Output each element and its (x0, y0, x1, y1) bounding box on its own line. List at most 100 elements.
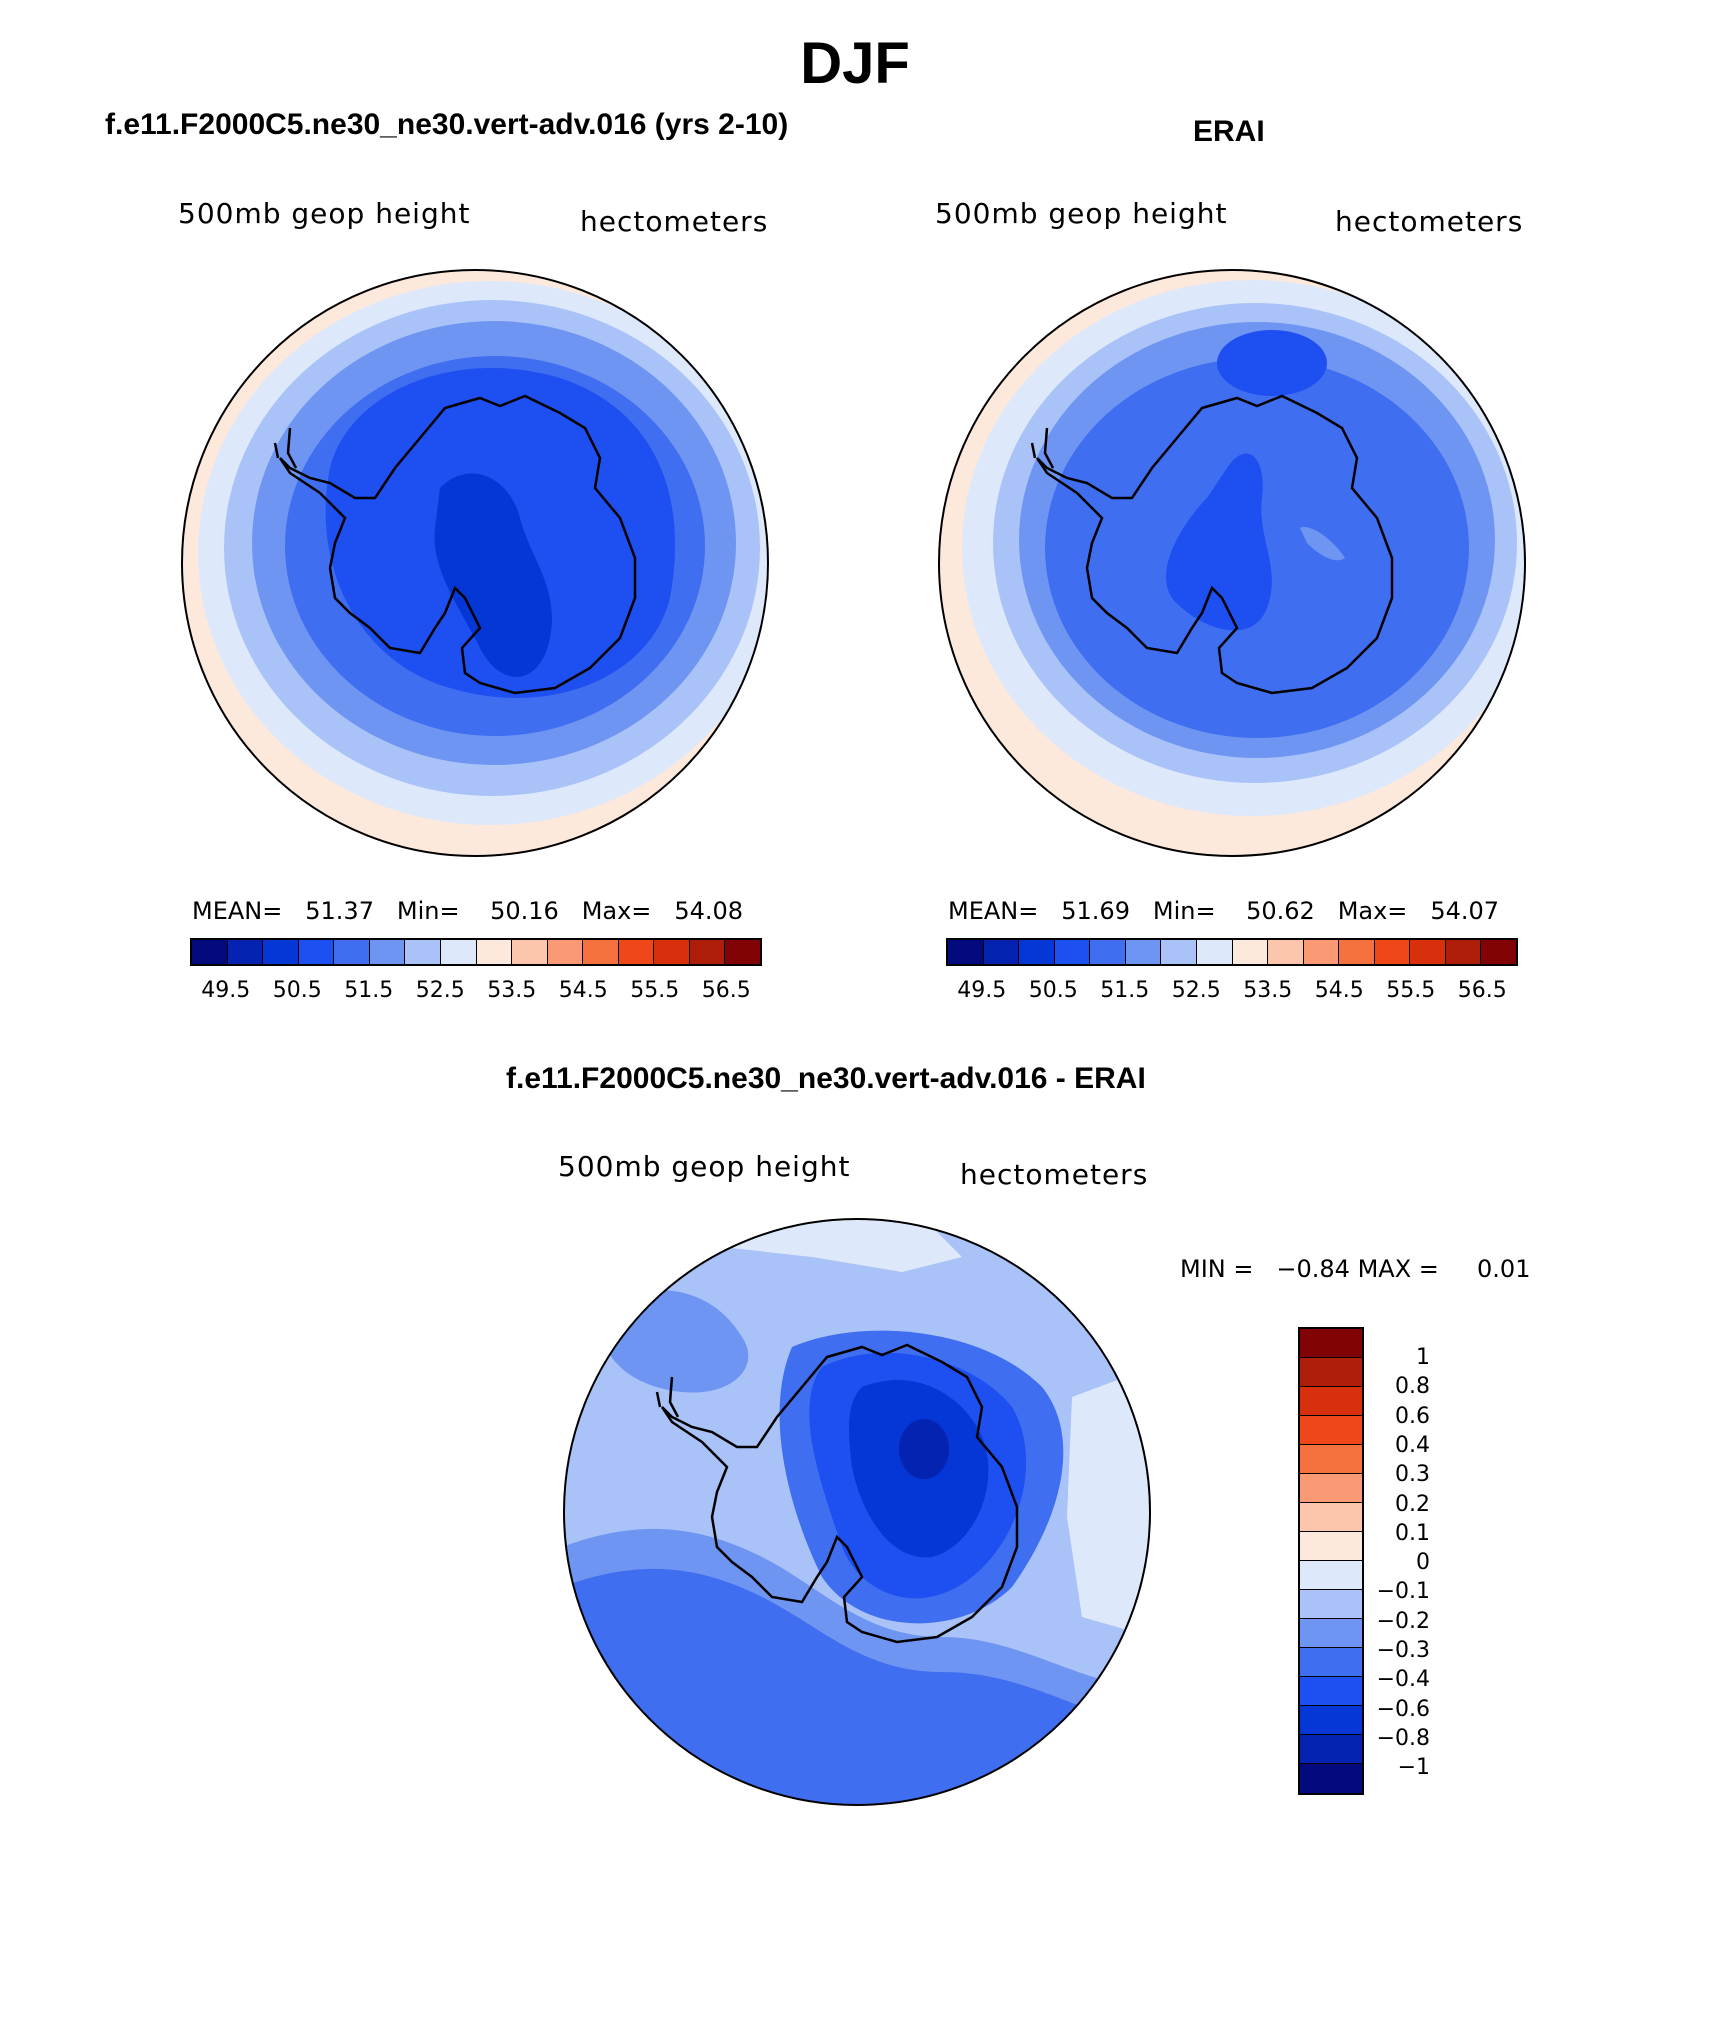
colorbar-swatch (298, 940, 335, 964)
colorbar-tick-label: 50.5 (1028, 978, 1078, 1003)
colorbar-swatch (948, 940, 984, 964)
colorbar-swatch (263, 940, 299, 964)
colorbar-tick-label: 54.5 (1314, 978, 1364, 1003)
colorbar-swatch (654, 940, 690, 964)
left-max-label: Max= (581, 897, 652, 925)
right-panel-title: ERAI (1193, 115, 1265, 148)
contour-51-center (1166, 453, 1272, 631)
peninsula-outline (273, 427, 298, 469)
main-title: DJF (800, 31, 910, 96)
colorbar-swatch (1300, 1590, 1362, 1619)
colorbar-tick-label: −0.2 (1376, 1608, 1430, 1634)
colorbar-tick-label: −0.3 (1376, 1638, 1430, 1663)
contour-51-north (1217, 330, 1327, 396)
colorbar-swatch (1300, 1677, 1362, 1706)
colorbar-swatch (1300, 1561, 1362, 1590)
left-stats: MEAN= 51.37 Min= 50.16 Max= 54.08 (192, 897, 743, 925)
colorbar-swatch (1300, 1445, 1362, 1474)
colorbar-tick-label: 50.5 (272, 978, 322, 1003)
colorbar-swatch (1300, 1474, 1362, 1503)
right-stats: MEAN= 51.69 Min= 50.62 Max= 54.07 (948, 897, 1499, 925)
colorbar-tick-label: 0.3 (1395, 1462, 1430, 1488)
colorbar-swatch (1339, 940, 1375, 964)
diff-panel-title: f.e11.F2000C5.ne30_ne30.vert-adv.016 - E… (506, 1062, 1146, 1095)
colorbar-swatch (1300, 1503, 1362, 1532)
colorbar-swatch (1161, 940, 1197, 964)
right-mean-label: MEAN= (948, 897, 1039, 925)
colorbar-swatch (334, 940, 370, 964)
colorbar-swatch (192, 940, 228, 964)
colorbar-swatch (1019, 940, 1055, 964)
antarctica-coastline (660, 1343, 1019, 1644)
colorbar-swatch (1300, 1619, 1362, 1648)
colorbar-swatch (1232, 940, 1269, 964)
colorbar-tick-label: 51.5 (1100, 978, 1150, 1003)
right-min-value: 50.62 (1246, 897, 1315, 925)
left-colorbar-ticks: 49.5 50.5 51.5 52.5 53.5 54.5 55.5 56.5 (190, 978, 762, 1003)
colorbar-tick-label: 0.6 (1395, 1403, 1430, 1429)
colorbar-swatch (689, 940, 726, 964)
colorbar-swatch (583, 940, 619, 964)
right-mean-value: 51.69 (1061, 897, 1130, 925)
diff-colorbar-ticks: 1 0.8 0.6 0.4 0.3 0.2 0.1 0 −0.1 −0.2 −0.3 −0.4 −0.6… (1370, 1345, 1430, 1785)
colorbar-swatch (547, 940, 584, 964)
colorbar-tick-label: 53.5 (1243, 978, 1293, 1003)
right-max-label: Max= (1337, 897, 1408, 925)
right-polar-map (938, 269, 1526, 857)
colorbar-tick-label: −0.8 (1376, 1725, 1430, 1751)
diff-min-label: MIN = (1180, 1255, 1254, 1283)
colorbar-tick-label: 0.8 (1395, 1374, 1430, 1400)
colorbar-swatch (1303, 940, 1340, 964)
right-field-label: 500mb geop height (935, 197, 1228, 230)
left-panel-title: f.e11.F2000C5.ne30_ne30.vert-adv.016 (yr… (105, 108, 789, 141)
colorbar-tick-label: 55.5 (630, 978, 680, 1003)
left-mean-label: MEAN= (192, 897, 283, 925)
left-field-label: 500mb geop height (178, 197, 471, 230)
diff-colorbar (1298, 1327, 1364, 1795)
colorbar-swatch (1054, 940, 1091, 964)
diff-units-label: hectometers (960, 1158, 1149, 1191)
colorbar-swatch (1300, 1764, 1362, 1793)
colorbar-tick-label: 52.5 (1171, 978, 1221, 1003)
colorbar-tick-label: 49.5 (201, 978, 251, 1003)
map-border (938, 269, 1526, 857)
diff-polar-map (563, 1218, 1151, 1806)
colorbar-tick-label: 0.2 (1395, 1491, 1430, 1517)
colorbar-swatch (1196, 940, 1233, 964)
colorbar-tick-label: 49.5 (957, 978, 1007, 1003)
left-min-label: Min= (396, 897, 460, 925)
left-min-value: 50.16 (490, 897, 559, 925)
left-colorbar (190, 938, 762, 966)
contour-minus-0.8 (899, 1419, 949, 1479)
colorbar-swatch (1410, 940, 1446, 964)
left-max-value: 54.08 (674, 897, 744, 925)
right-min-label: Min= (1152, 897, 1216, 925)
colorbar-swatch (1090, 940, 1126, 964)
colorbar-swatch (476, 940, 513, 964)
colorbar-swatch (1125, 940, 1162, 964)
peninsula-outline (655, 1376, 680, 1418)
colorbar-swatch (1300, 1358, 1362, 1387)
colorbar-swatch (1300, 1329, 1362, 1358)
diff-field-label: 500mb geop height (558, 1150, 851, 1183)
colorbar-swatch (227, 940, 264, 964)
colorbar-swatch (1300, 1706, 1362, 1735)
colorbar-tick-label: 56.5 (1457, 978, 1507, 1003)
diff-min-value: −0.84 (1276, 1255, 1350, 1283)
contour-52-inland (1300, 527, 1345, 561)
map-border (181, 269, 769, 857)
colorbar-swatch (1300, 1416, 1362, 1445)
left-mean-value: 51.37 (305, 897, 374, 925)
left-polar-map (181, 269, 769, 857)
contour-0-north (722, 1219, 962, 1272)
colorbar-swatch (512, 940, 548, 964)
colorbar-tick-label: 0 (1416, 1550, 1430, 1576)
contour-0-east (1067, 1367, 1150, 1637)
contour-minus-0.3-south (564, 1568, 1082, 1805)
colorbar-swatch (1481, 940, 1516, 964)
colorbar-swatch (725, 940, 760, 964)
contour-50.5 (434, 473, 553, 677)
diff-max-value: 0.01 (1477, 1255, 1531, 1283)
colorbar-tick-label: 55.5 (1386, 978, 1436, 1003)
left-units-label: hectometers (580, 205, 769, 238)
